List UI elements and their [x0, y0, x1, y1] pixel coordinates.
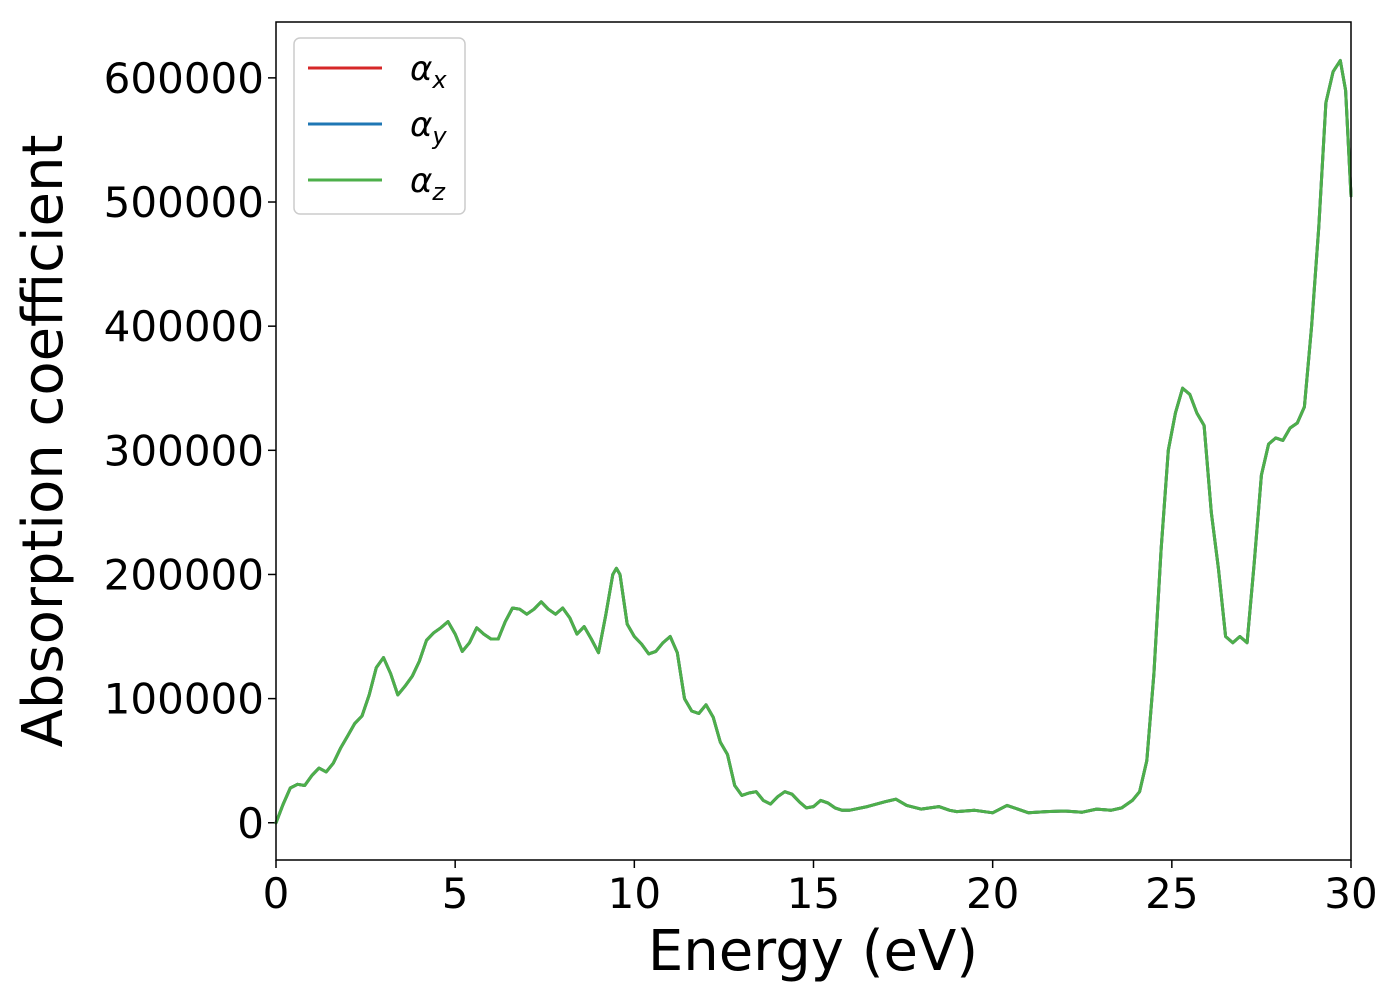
x-tick-label: 20: [966, 869, 1019, 918]
y-axis-label: Absorption coefficient: [11, 135, 76, 748]
plot-frame: [275, 21, 1352, 861]
y-ticks: 0 100000 200000 300000 400000 500000 600000: [104, 54, 276, 848]
y-tick-label: 0: [237, 799, 264, 848]
y-tick-label: 500000: [104, 178, 264, 227]
legend-label-y: αy: [410, 105, 447, 150]
x-tick-label: 30: [1324, 869, 1377, 918]
x-ticks: 0 5 10 15 20 25 30: [263, 860, 1378, 918]
x-tick-label: 0: [263, 869, 290, 918]
y-tick-label: 100000: [104, 675, 264, 724]
legend-label-z: αz: [410, 161, 446, 206]
legend: αx αy αz: [293, 37, 466, 215]
x-tick-label: 5: [442, 869, 469, 918]
x-tick-label: 25: [1145, 869, 1198, 918]
y-tick-label: 200000: [104, 550, 264, 599]
series-lines: [274, 59, 1353, 825]
series-line-z: [274, 59, 1353, 825]
legend-frame: [293, 37, 466, 215]
x-tick-label: 10: [608, 869, 661, 918]
x-tick-label: 15: [787, 869, 840, 918]
y-tick-label: 600000: [104, 54, 264, 103]
y-tick-label: 400000: [104, 302, 264, 351]
legend-label-x: αx: [410, 49, 447, 94]
x-axis-label: Energy (eV): [648, 919, 978, 984]
y-tick-label: 300000: [104, 426, 264, 475]
